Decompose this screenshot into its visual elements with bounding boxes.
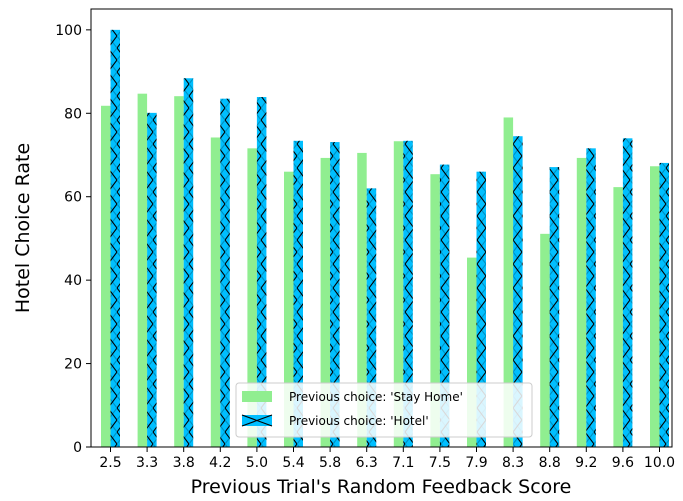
x-tick-label-8.3: 8.3 bbox=[502, 455, 524, 471]
x-tick-label-7.5: 7.5 bbox=[429, 455, 451, 471]
bar-stay-home-10.0 bbox=[650, 166, 660, 447]
x-tick-label-9.2: 9.2 bbox=[575, 455, 597, 471]
x-tick-label-6.3: 6.3 bbox=[356, 455, 378, 471]
x-tick-label-5.8: 5.8 bbox=[319, 455, 341, 471]
plot-frame bbox=[90, 8, 673, 448]
x-axis: 2.5 3.3 3.8 4.2 5.0 5.4 5.8 6.3 7.1 7.5 7.9 8.3 8.8 9… bbox=[99, 447, 675, 471]
x-tick-label-3.3: 3.3 bbox=[136, 455, 158, 471]
y-tick-label-0: 0 bbox=[73, 440, 82, 456]
x-axis-label: Previous Trial's Random Feedback Score bbox=[191, 476, 572, 498]
x-tick-label-4.2: 4.2 bbox=[209, 455, 231, 471]
bar-stay-home-7.5 bbox=[430, 174, 440, 447]
legend: Previous choice: 'Stay Home' Previous ch… bbox=[235, 382, 533, 438]
y-axis: 0 20 40 60 80 100 bbox=[55, 23, 91, 456]
bar-stay-home-2.5 bbox=[101, 105, 111, 447]
bar-hatch-hotel-5.8 bbox=[330, 142, 340, 447]
x-tick-label-2.5: 2.5 bbox=[99, 455, 121, 471]
y-tick-label-80: 80 bbox=[64, 106, 82, 122]
bar-hatch-hotel-10.0 bbox=[659, 162, 669, 447]
bar-stay-home-3.8 bbox=[174, 96, 184, 448]
bar-hatch-hotel-8.3 bbox=[513, 136, 523, 448]
bar-hatch-hotel-9.6 bbox=[622, 138, 633, 447]
bar-hatch-hotel-7.5 bbox=[439, 164, 450, 447]
bar-stay-home-9.2 bbox=[576, 157, 587, 448]
bar-stay-home-6.3 bbox=[357, 152, 367, 447]
y-tick-label-100: 100 bbox=[55, 23, 82, 39]
bar-stay-home-5.8 bbox=[320, 157, 331, 448]
bar-hatch-hotel-4.2 bbox=[220, 98, 230, 447]
y-tick-label-60: 60 bbox=[64, 190, 82, 206]
legend-box bbox=[235, 382, 533, 438]
bar-stay-home-8.3 bbox=[503, 117, 514, 448]
bar-stay-home-5.0 bbox=[247, 148, 257, 447]
x-tick-label-5.4: 5.4 bbox=[282, 455, 304, 471]
legend-hatch-hotel bbox=[241, 414, 273, 427]
bar-stay-home-9.6 bbox=[613, 187, 623, 447]
bar-stay-home-5.4 bbox=[284, 171, 294, 447]
x-tick-label-3.8: 3.8 bbox=[173, 455, 195, 471]
bar-stay-home-7.1 bbox=[393, 141, 404, 448]
bars-group bbox=[101, 29, 669, 448]
bar-hatch-hotel-5.4 bbox=[293, 140, 303, 447]
x-tick-label-9.6: 9.6 bbox=[612, 455, 634, 471]
x-tick-label-5.0: 5.0 bbox=[246, 455, 268, 471]
y-axis-label: Hotel Choice Rate bbox=[12, 143, 34, 313]
legend-label-stay-home: Previous choice: 'Stay Home' bbox=[289, 390, 463, 404]
bar-hatch-hotel-3.3 bbox=[147, 112, 157, 448]
bar-stay-home-3.3 bbox=[137, 93, 148, 448]
bar-stay-home-7.9 bbox=[467, 257, 477, 447]
bar-hatch-hotel-2.5 bbox=[110, 29, 120, 448]
bar-stay-home-8.8 bbox=[540, 233, 550, 447]
x-tick-label-8.8: 8.8 bbox=[539, 455, 561, 471]
bar-hatch-hotel-9.2 bbox=[586, 148, 596, 447]
bar-hatch-hotel-6.3 bbox=[366, 188, 377, 447]
x-tick-label-10.0: 10.0 bbox=[644, 455, 675, 471]
x-tick-label-7.9: 7.9 bbox=[465, 455, 487, 471]
bar-hatch-hotel-5.0 bbox=[256, 97, 267, 448]
y-tick-label-20: 20 bbox=[64, 357, 82, 373]
bar-hatch-hotel-3.8 bbox=[183, 78, 194, 447]
bar-hatch-hotel-7.1 bbox=[403, 140, 413, 447]
legend-label-hotel: Previous choice: 'Hotel' bbox=[289, 414, 429, 428]
bar-stay-home-4.2 bbox=[210, 137, 221, 448]
legend-swatch-stay-home bbox=[242, 391, 272, 402]
y-tick-label-40: 40 bbox=[64, 273, 82, 289]
bar-hatch-hotel-8.8 bbox=[549, 167, 560, 447]
bar-hatch-hotel-7.9 bbox=[476, 171, 486, 447]
x-tick-label-7.1: 7.1 bbox=[392, 455, 414, 471]
